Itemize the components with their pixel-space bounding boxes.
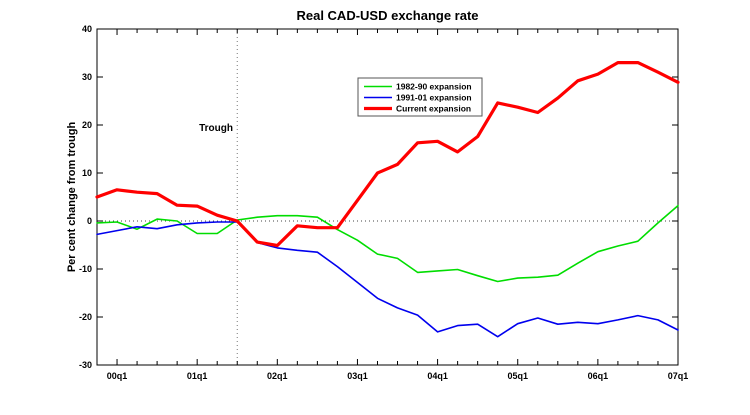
y-tick-label: -30 xyxy=(79,360,92,370)
x-tick-label: 06q1 xyxy=(588,371,609,381)
y-tick-label: 20 xyxy=(82,120,92,130)
y-tick-label: 30 xyxy=(82,72,92,82)
y-tick-label: 40 xyxy=(82,24,92,34)
x-tick-label: 02q1 xyxy=(267,371,288,381)
x-tick-label: 07q1 xyxy=(668,371,689,381)
x-tick-label: 01q1 xyxy=(187,371,208,381)
y-tick-label: -20 xyxy=(79,312,92,322)
series-line-1991-01-expansion xyxy=(96,221,679,338)
y-tick-label: 0 xyxy=(87,216,92,226)
x-tick-label: 03q1 xyxy=(347,371,368,381)
x-tick-label: 00q1 xyxy=(107,371,128,381)
series-line-current-expansion xyxy=(95,60,680,248)
legend-label: 1982-90 expansion xyxy=(396,82,472,92)
x-tick-label: 05q1 xyxy=(507,371,528,381)
trough-annotation: Trough xyxy=(199,123,233,134)
y-tick-label: -10 xyxy=(79,264,92,274)
x-tick-label: 04q1 xyxy=(427,371,448,381)
y-tick-label: 10 xyxy=(82,168,92,178)
legend-label: 1991-01 expansion xyxy=(396,93,472,103)
legend-label: Current expansion xyxy=(396,104,471,114)
chart-title: Real CAD-USD exchange rate xyxy=(296,8,479,23)
series-line-1982-90-expansion xyxy=(96,204,679,283)
